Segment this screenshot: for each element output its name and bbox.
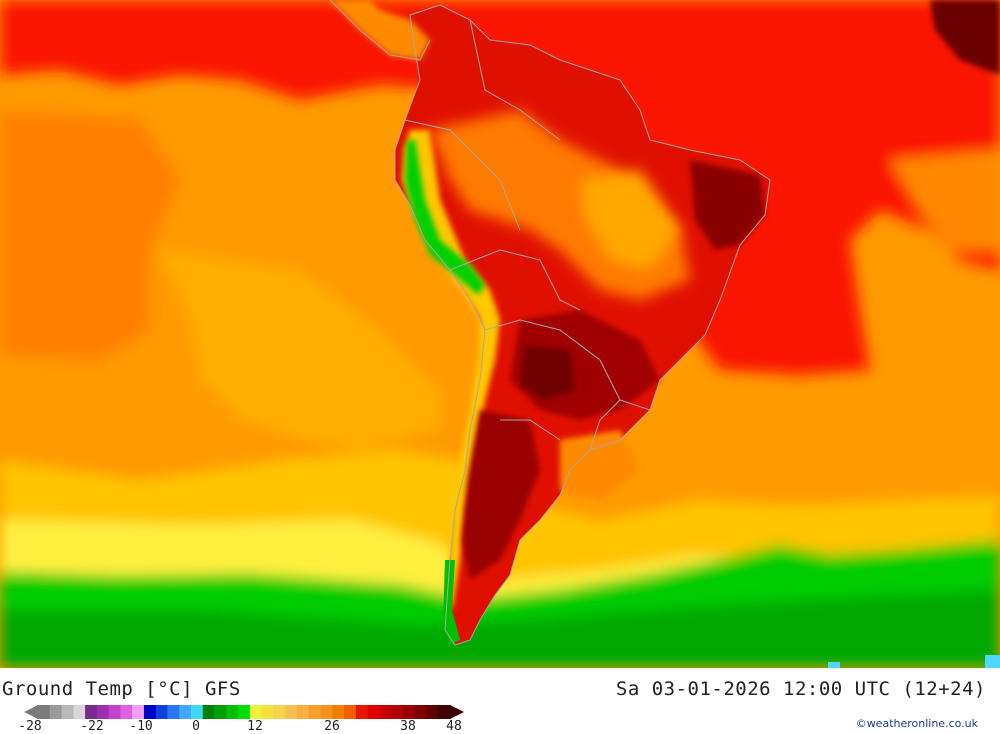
legend-swatch [355,705,369,719]
legend-tick: 0 [192,719,200,734]
chaco-hottest [520,345,575,400]
central-america-land [250,0,1000,75]
legend-swatch [261,705,274,719]
legend-swatch [249,705,263,719]
legend-swatch [214,705,227,719]
legend-swatch [155,705,168,719]
legend-swatch [167,705,180,719]
legend-tick: 38 [400,719,416,734]
south-atlantic-cooler [890,150,1000,250]
patagonia-green [443,560,460,645]
legend-swatch [414,705,427,719]
legend-tick: 48 [446,719,462,734]
legend-swatch [391,705,404,719]
northeast-hot [690,160,765,250]
southern-coldest-band [0,590,1000,668]
legend-swatch [402,705,416,719]
map-title: Ground Temp [°C] GFS [2,678,241,700]
legend-swatch [73,705,86,719]
legend-swatch [226,705,239,719]
legend-swatch [179,705,192,719]
legend-swatch [96,705,110,719]
legend-swatch [285,705,298,719]
ground-temperature-map [0,0,1000,668]
legend-arrow-low [24,705,38,719]
map-footer: Ground Temp [°C] GFS Sa 03-01-2026 12:00… [0,668,1000,734]
country-borders [329,0,771,646]
legend-tick: -28 [18,719,42,734]
legend-swatch [344,705,357,719]
legend-swatch [273,705,286,719]
forecast-datetime: Sa 03-01-2026 12:00 UTC (12+24) [615,678,986,700]
legend-tick: -22 [80,719,104,734]
pacific-west-patch [0,110,180,360]
color-scale-legend [24,705,464,719]
legend-swatch [379,705,392,719]
legend-swatch [38,705,51,719]
legend-swatch [308,705,322,719]
legend-swatch [143,705,157,719]
legend-swatch [108,705,121,719]
legend-swatch [120,705,133,719]
uruguay-orange [560,430,640,500]
legend-swatch [320,705,333,719]
legend-arrow-high [450,705,464,719]
legend-swatch [296,705,310,719]
legend-swatch [202,705,216,719]
credit-link[interactable]: ©weatheronline.co.uk [855,717,978,730]
legend-swatch [426,705,439,719]
legend-swatch [85,705,98,719]
legend-swatch [438,705,451,719]
amazon-yellow-patch [580,170,680,270]
pacific-cool-tongue [160,250,440,450]
antarctic-islands [828,655,1000,668]
pampas-dark-red [462,410,540,580]
legend-swatch [61,705,74,719]
legend-swatch [367,705,380,719]
legend-swatch [49,705,63,719]
legend-swatch [191,705,204,719]
legend-tick: -10 [129,719,153,734]
legend-swatch [238,705,251,719]
legend-tick: 26 [324,719,340,734]
legend-tick: 12 [247,719,263,734]
legend-swatch [132,705,145,719]
south-america-land [395,5,770,645]
legend-swatch [332,705,345,719]
